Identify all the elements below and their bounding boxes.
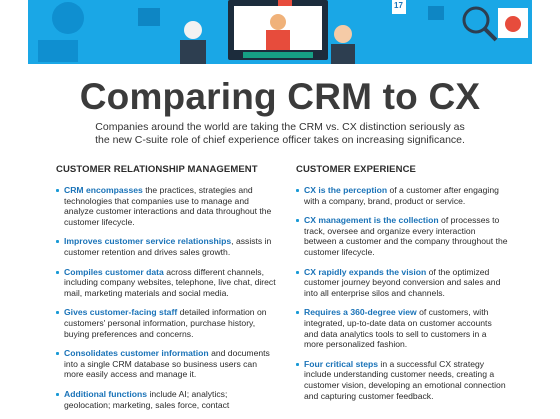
item-text: of a customer after engaging with a comp… — [304, 185, 499, 206]
list-item: CX management is the collection of proce… — [296, 215, 508, 257]
item-lead: Gives customer-facing staff — [64, 307, 178, 318]
item-lead: CRM encompasses — [64, 185, 143, 195]
banner-illustration — [38, 0, 528, 64]
item-lead: Additional functions — [64, 388, 148, 399]
item-text: the practices, strategies and technologi… — [64, 185, 272, 227]
item-text: of the optimized customer journey beyond… — [304, 266, 501, 298]
item-lead: Requires a 360-degree view — [304, 307, 417, 318]
bullet-icon — [56, 311, 59, 315]
item-text: of processes to track, oversee and organ… — [304, 215, 508, 257]
list-item: Gives customer-facing staff detailed inf… — [56, 307, 276, 339]
item-text: , assists in customer retention and driv… — [64, 236, 272, 257]
bullet-icon — [56, 189, 59, 192]
item-text: in a successful CX strategy include unde… — [304, 358, 506, 401]
list-item: CRM encompasses the practices, strategie… — [56, 185, 276, 227]
crm-heading: CUSTOMER RELATIONSHIP MANAGEMENT — [56, 164, 258, 175]
header-banner: 17 — [28, 0, 532, 64]
bullet-icon — [56, 270, 59, 274]
bullet-icon — [56, 240, 59, 244]
bullet-icon — [296, 270, 299, 274]
cx-list: CX is the perception of a customer after… — [296, 185, 508, 401]
item-text: detailed information on customers' perso… — [64, 307, 267, 339]
page-subtitle: Companies around the world are taking th… — [95, 121, 465, 146]
list-item: Improves customer service relationships,… — [56, 236, 276, 257]
page-title: Comparing CRM to CX — [79, 76, 481, 117]
bullet-icon — [296, 362, 299, 366]
item-lead: Improves customer service relationships — [64, 236, 232, 247]
item-lead: CX management is the collection — [304, 215, 439, 226]
item-lead: Four critical steps — [304, 358, 379, 369]
calendar-icon-number: 17 — [394, 1, 403, 10]
crm-column: CUSTOMER RELATIONSHIP MANAGEMENT CRM enc… — [56, 164, 276, 419]
crm-list: CRM encompasses the practices, strategie… — [56, 185, 276, 410]
item-lead: CX rapidly expands the vision — [304, 266, 427, 277]
item-text: and documents into a single CRM database… — [64, 348, 270, 380]
item-text: of customers, with integrated, up-to-dat… — [304, 307, 492, 350]
bullet-icon — [56, 352, 59, 356]
cx-heading: CUSTOMER EXPERIENCE — [296, 164, 416, 175]
bullet-icon — [56, 392, 59, 396]
list-item: Requires a 360-degree view of customers,… — [296, 307, 508, 349]
item-lead: Consolidates customer information — [64, 348, 209, 359]
list-item: CX is the perception of a customer after… — [296, 185, 508, 206]
list-item: CX rapidly expands the vision of the opt… — [296, 267, 508, 299]
item-lead: Compiles customer data — [64, 266, 164, 277]
cx-column: CUSTOMER EXPERIENCE CX is the perception… — [296, 164, 508, 410]
list-item: Compiles customer data across different … — [56, 267, 276, 299]
list-item: Four critical steps in a successful CX s… — [296, 359, 508, 401]
bullet-icon — [296, 189, 299, 192]
bullet-icon — [296, 219, 299, 223]
bullet-icon — [296, 311, 299, 315]
item-text: across different channels, including com… — [64, 266, 276, 298]
list-item: Consolidates customer information and do… — [56, 348, 276, 380]
item-lead: CX is the perception — [304, 185, 388, 195]
